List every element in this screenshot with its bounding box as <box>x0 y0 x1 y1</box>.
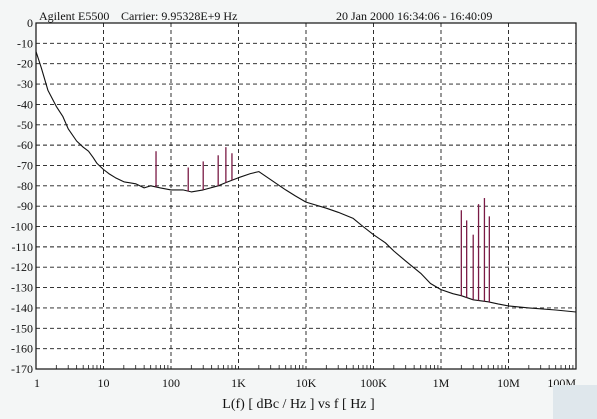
carrier-frequency: Carrier: 9.95328E+9 Hz <box>121 9 238 23</box>
y-tick-label: -130 <box>11 281 33 295</box>
x-tick-label: 100 <box>162 376 180 390</box>
y-tick-label: -60 <box>17 138 33 152</box>
y-tick-label: -20 <box>17 57 33 71</box>
x-tick-label: 10M <box>497 376 520 390</box>
x-tick-label: 1 <box>34 376 40 390</box>
y-tick-label: -110 <box>11 240 33 254</box>
x-tick-label: 10K <box>296 376 317 390</box>
y-tick-label: -80 <box>17 179 33 193</box>
x-tick-label: 100K <box>360 376 387 390</box>
instrument-name: Agilent E5500 <box>39 9 110 23</box>
y-tick-label: -30 <box>17 77 33 91</box>
y-tick-label: 0 <box>27 16 33 30</box>
x-tick-label: 10 <box>98 376 110 390</box>
y-tick-label: -170 <box>11 362 33 376</box>
x-tick-label: 1K <box>231 376 246 390</box>
y-tick-label: -10 <box>17 36 33 50</box>
y-tick-label: -120 <box>11 260 33 274</box>
noise-trace-line <box>35 51 577 313</box>
y-tick-label: -70 <box>17 158 33 172</box>
y-tick-label: -140 <box>11 301 33 315</box>
y-tick-label: -100 <box>11 220 33 234</box>
plot-frame <box>35 22 577 370</box>
x-tick-label: 1M <box>433 376 450 390</box>
x-axis-title: L(f) [ dBc / Hz ] vs f [ Hz ] <box>222 397 375 412</box>
watermark-logo <box>553 385 597 419</box>
measurement-timestamp: 20 Jan 2000 16:34:06 - 16:40:09 <box>336 9 493 23</box>
y-tick-label: -50 <box>17 118 33 132</box>
y-tick-label: -90 <box>17 199 33 213</box>
y-tick-label: -160 <box>11 342 33 356</box>
y-tick-label: -40 <box>17 97 33 111</box>
y-tick-label: -150 <box>11 321 33 335</box>
